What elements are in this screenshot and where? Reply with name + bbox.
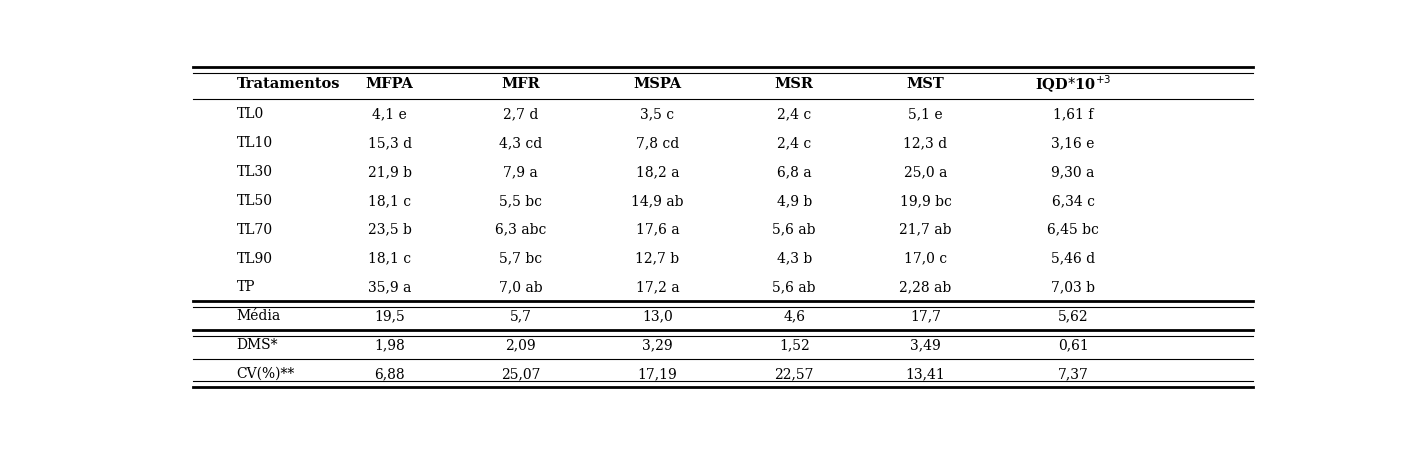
Text: 18,1 c: 18,1 c (368, 193, 411, 207)
Text: 21,9 b: 21,9 b (368, 165, 412, 179)
Text: 5,62: 5,62 (1058, 308, 1088, 322)
Text: 6,45 bc: 6,45 bc (1047, 222, 1099, 236)
Text: TP: TP (237, 280, 255, 294)
Text: 5,46 d: 5,46 d (1051, 251, 1095, 265)
Text: TL90: TL90 (237, 251, 272, 265)
Text: 1,61 f: 1,61 f (1053, 107, 1094, 121)
Text: 3,29: 3,29 (642, 337, 673, 351)
Text: TL0: TL0 (237, 107, 264, 121)
Text: 6,88: 6,88 (374, 366, 405, 380)
Text: MFR: MFR (501, 77, 540, 91)
Text: 17,0 c: 17,0 c (904, 251, 947, 265)
Text: Tratamentos: Tratamentos (237, 77, 340, 91)
Text: 17,2 a: 17,2 a (636, 280, 679, 294)
Text: 35,9 a: 35,9 a (368, 280, 411, 294)
Text: 7,9 a: 7,9 a (504, 165, 538, 179)
Text: MSR: MSR (775, 77, 814, 91)
Text: 17,7: 17,7 (910, 308, 941, 322)
Text: 2,4 c: 2,4 c (777, 136, 811, 150)
Text: CV(%)**: CV(%)** (237, 366, 295, 380)
Text: 19,9 bc: 19,9 bc (899, 193, 951, 207)
Text: 1,98: 1,98 (374, 337, 405, 351)
Text: 7,0 ab: 7,0 ab (499, 280, 543, 294)
Text: TL50: TL50 (237, 193, 272, 207)
Text: 7,8 cd: 7,8 cd (636, 136, 679, 150)
Text: 5,6 ab: 5,6 ab (772, 280, 816, 294)
Text: 0,61: 0,61 (1058, 337, 1088, 351)
Text: MFPA: MFPA (365, 77, 413, 91)
Text: 5,5 bc: 5,5 bc (499, 193, 542, 207)
Text: Média: Média (237, 308, 281, 322)
Text: 2,4 c: 2,4 c (777, 107, 811, 121)
Text: 4,1 e: 4,1 e (373, 107, 406, 121)
Text: 6,34 c: 6,34 c (1051, 193, 1095, 207)
Text: 4,3 cd: 4,3 cd (499, 136, 542, 150)
Text: 18,1 c: 18,1 c (368, 251, 411, 265)
Text: 5,1 e: 5,1 e (909, 107, 943, 121)
Text: 25,07: 25,07 (501, 366, 540, 380)
Text: 5,7 bc: 5,7 bc (499, 251, 542, 265)
Text: 7,37: 7,37 (1058, 366, 1088, 380)
Text: 4,3 b: 4,3 b (776, 251, 811, 265)
Text: 3,49: 3,49 (910, 337, 941, 351)
Text: 1,52: 1,52 (779, 337, 810, 351)
Text: 6,3 abc: 6,3 abc (495, 222, 546, 236)
Text: 12,7 b: 12,7 b (635, 251, 680, 265)
Text: 13,0: 13,0 (642, 308, 673, 322)
Text: 13,41: 13,41 (906, 366, 945, 380)
Text: 4,6: 4,6 (783, 308, 806, 322)
Text: MST: MST (906, 77, 944, 91)
Text: 14,9 ab: 14,9 ab (631, 193, 684, 207)
Text: 18,2 a: 18,2 a (636, 165, 679, 179)
Text: MSPA: MSPA (634, 77, 682, 91)
Text: 2,7 d: 2,7 d (504, 107, 539, 121)
Text: 21,7 ab: 21,7 ab (899, 222, 951, 236)
Text: 17,19: 17,19 (638, 366, 677, 380)
Text: 6,8 a: 6,8 a (777, 165, 811, 179)
Text: 25,0 a: 25,0 a (904, 165, 947, 179)
Text: 2,09: 2,09 (505, 337, 536, 351)
Text: TL70: TL70 (237, 222, 272, 236)
Text: 19,5: 19,5 (374, 308, 405, 322)
Text: 4,9 b: 4,9 b (776, 193, 811, 207)
Text: 2,28 ab: 2,28 ab (899, 280, 951, 294)
Text: 3,16 e: 3,16 e (1051, 136, 1095, 150)
Text: 5,6 ab: 5,6 ab (772, 222, 816, 236)
Text: 22,57: 22,57 (775, 366, 814, 380)
Text: 17,6 a: 17,6 a (636, 222, 679, 236)
Text: TL10: TL10 (237, 136, 272, 150)
Text: 23,5 b: 23,5 b (368, 222, 412, 236)
Text: DMS*: DMS* (237, 337, 278, 351)
Text: 5,7: 5,7 (509, 308, 532, 322)
Text: IQD$*$10$^{+3}$: IQD$*$10$^{+3}$ (1034, 73, 1112, 95)
Text: 15,3 d: 15,3 d (367, 136, 412, 150)
Text: TL30: TL30 (237, 165, 272, 179)
Text: 12,3 d: 12,3 d (903, 136, 948, 150)
Text: 3,5 c: 3,5 c (641, 107, 674, 121)
Text: 9,30 a: 9,30 a (1051, 165, 1095, 179)
Text: 7,03 b: 7,03 b (1051, 280, 1095, 294)
